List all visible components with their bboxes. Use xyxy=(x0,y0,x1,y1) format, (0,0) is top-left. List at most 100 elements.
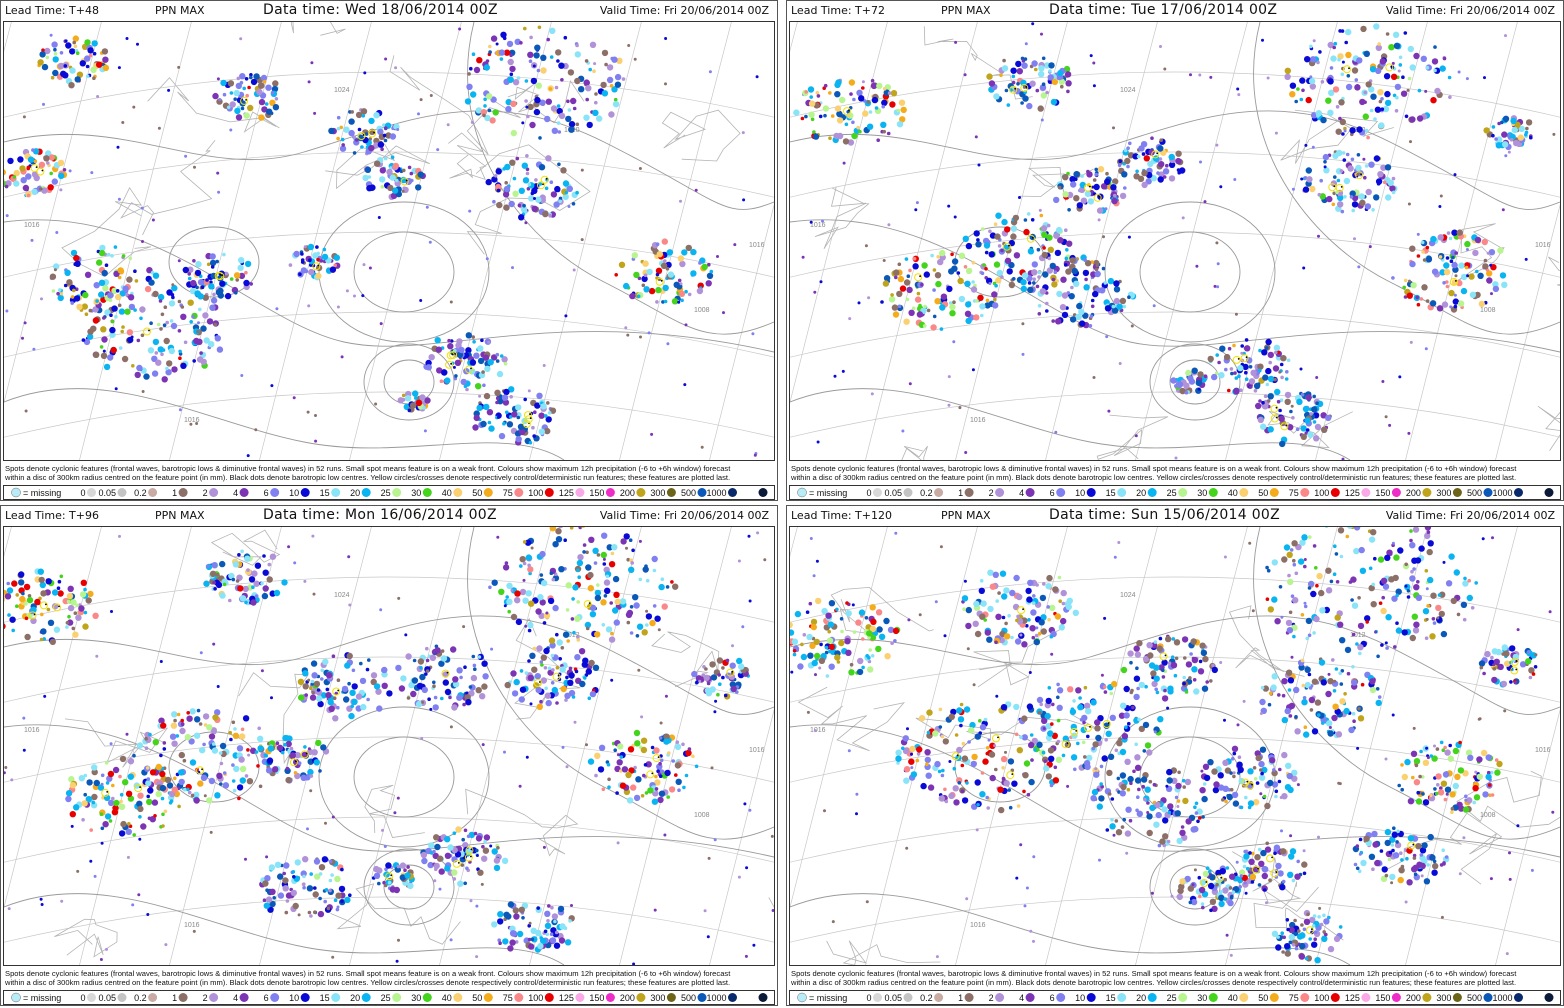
feature-spot xyxy=(111,287,118,294)
feature-spot xyxy=(1249,385,1253,389)
feature-spot xyxy=(53,268,57,272)
feature-spot xyxy=(527,566,534,573)
feature-spot xyxy=(952,785,959,792)
feature-spot xyxy=(487,420,492,425)
feature-spot xyxy=(74,76,81,83)
feature-spot xyxy=(538,136,542,140)
feature-spot xyxy=(939,249,946,257)
feature-spot xyxy=(884,653,891,660)
feature-spot xyxy=(1077,704,1084,711)
feature-spot xyxy=(222,782,230,789)
feature-spot xyxy=(1279,440,1286,448)
feature-spot xyxy=(469,899,473,903)
feature-spot xyxy=(901,746,905,751)
feature-spot xyxy=(959,723,963,728)
control-run-marker xyxy=(914,273,923,282)
feature-spot xyxy=(160,312,165,317)
feature-spot xyxy=(180,718,184,723)
legend-item-swatch xyxy=(453,488,463,497)
feature-spot xyxy=(1076,302,1083,310)
feature-spot xyxy=(525,590,532,597)
legend-item-label: 4 xyxy=(233,993,238,1003)
feature-spot xyxy=(1216,262,1220,266)
feature-spot xyxy=(1363,175,1367,180)
feature-spot xyxy=(651,555,658,563)
feature-spot xyxy=(558,196,563,201)
feature-spot xyxy=(1337,53,1344,60)
feature-spot xyxy=(612,575,620,583)
feature-spot xyxy=(1076,741,1080,746)
feature-spot xyxy=(522,177,530,184)
feature-spot xyxy=(7,613,11,617)
feature-spot xyxy=(274,861,282,868)
feature-spot xyxy=(1123,712,1130,719)
barotropic-low-dot xyxy=(1390,65,1393,68)
feature-spot xyxy=(1203,374,1208,379)
feature-spot xyxy=(546,919,550,923)
feature-spot xyxy=(725,658,730,663)
feature-spot xyxy=(1517,134,1524,141)
feature-spot xyxy=(601,49,609,57)
feature-spot xyxy=(742,198,746,202)
feature-spot xyxy=(419,666,423,670)
feature-spot xyxy=(178,778,185,786)
feature-spot xyxy=(253,580,260,587)
feature-spot xyxy=(82,291,89,299)
feature-spot xyxy=(698,261,702,265)
feature-spot xyxy=(1248,378,1256,385)
feature-spot xyxy=(616,841,620,845)
feature-spot xyxy=(974,630,982,638)
feature-spot xyxy=(1036,696,1044,704)
feature-spot xyxy=(645,609,649,613)
feature-spot xyxy=(1054,249,1062,257)
legend-item-label: 20 xyxy=(1136,488,1146,498)
barotropic-low-dot xyxy=(542,183,544,186)
feature-spot xyxy=(531,666,538,673)
feature-spot xyxy=(18,571,25,578)
feature-spot xyxy=(1067,686,1074,693)
feature-spot xyxy=(412,390,419,397)
feature-spot xyxy=(631,548,635,553)
feature-spot xyxy=(249,73,253,77)
feature-spot xyxy=(508,200,515,208)
legend-item-label: 15 xyxy=(320,993,330,1003)
feature-spot xyxy=(473,352,480,359)
feature-spot xyxy=(698,679,702,683)
feature-spot xyxy=(53,52,58,56)
feature-spot xyxy=(348,603,352,607)
feature-spot xyxy=(640,746,648,754)
feature-spot xyxy=(1509,138,1514,142)
feature-spot xyxy=(496,846,500,850)
feature-spot xyxy=(404,872,411,879)
feature-spot xyxy=(868,110,873,114)
feature-spot xyxy=(684,773,689,778)
feature-spot xyxy=(150,270,155,275)
feature-spot xyxy=(1402,285,1406,290)
feature-spot xyxy=(1317,192,1322,197)
feature-spot xyxy=(846,114,851,118)
feature-spot xyxy=(677,255,685,262)
feature-spot xyxy=(1391,276,1395,280)
feature-spot xyxy=(166,360,173,367)
legend-item-swatch xyxy=(1239,488,1249,497)
feature-spot xyxy=(985,795,989,800)
feature-spot xyxy=(1504,154,1508,158)
control-run-marker xyxy=(465,365,473,374)
feature-spot xyxy=(366,697,370,702)
feature-spot xyxy=(585,564,592,571)
feature-spot xyxy=(302,856,309,863)
feature-spot xyxy=(214,709,221,716)
feature-spot xyxy=(200,774,208,781)
feature-spot xyxy=(475,107,482,114)
feature-spot xyxy=(1179,167,1186,174)
control-run-marker xyxy=(445,360,454,369)
feature-spot xyxy=(629,292,636,300)
control-run-marker xyxy=(1343,65,1351,74)
feature-spot xyxy=(178,349,182,354)
feature-spot xyxy=(594,589,602,597)
control-run-marker xyxy=(196,766,205,775)
feature-spot xyxy=(967,740,971,744)
feature-spot xyxy=(565,765,569,769)
feature-spot xyxy=(558,566,565,573)
feature-spot xyxy=(51,589,59,596)
